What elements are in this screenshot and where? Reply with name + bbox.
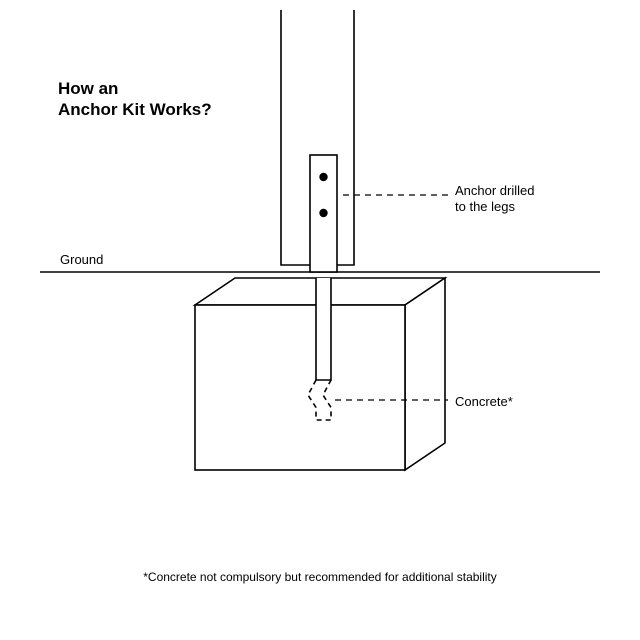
page-title: How an Anchor Kit Works?: [58, 78, 212, 121]
label-anchor-line2: to the legs: [455, 199, 515, 214]
label-ground: Ground: [60, 252, 103, 268]
label-anchor-line1: Anchor drilled: [455, 183, 535, 198]
label-concrete-text: Concrete*: [455, 394, 513, 409]
diagram-canvas: How an Anchor Kit Works? Ground Anchor d…: [0, 0, 640, 640]
title-line2: Anchor Kit Works?: [58, 100, 212, 119]
label-ground-text: Ground: [60, 252, 103, 267]
footnote: *Concrete not compulsory but recommended…: [0, 570, 640, 584]
footnote-text: *Concrete not compulsory but recommended…: [143, 570, 497, 584]
title-line1: How an: [58, 79, 118, 98]
label-concrete: Concrete*: [455, 394, 513, 410]
label-anchor: Anchor drilled to the legs: [455, 183, 535, 214]
